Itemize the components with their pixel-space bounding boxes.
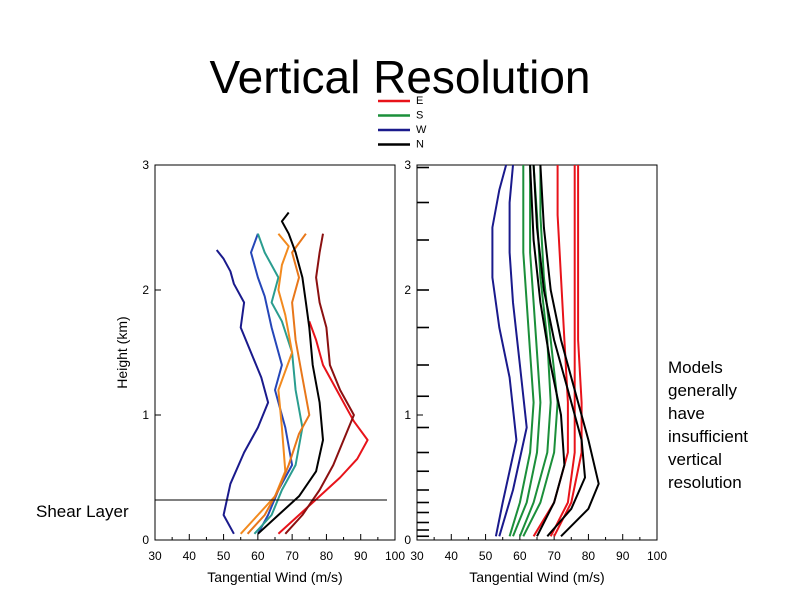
models-x-tick-label: 80	[582, 549, 596, 563]
models-note-line: have	[668, 404, 705, 423]
models-y-tick-label: 3	[404, 158, 411, 172]
models-note: Models generally have insufficient verti…	[668, 356, 748, 494]
observations-y-tick-label: 2	[142, 283, 149, 297]
models-y-tick-label: 1	[404, 408, 411, 422]
observations-x-tick-label: 80	[320, 549, 334, 563]
models-series-s-model-2	[512, 165, 542, 537]
observations-x-tick-label: 100	[385, 549, 405, 563]
legend-label-n: N	[416, 139, 424, 151]
observations-y-tick-label: 1	[142, 408, 149, 422]
models-series-n-model-1	[539, 164, 600, 538]
observations-x-tick-label: 30	[148, 549, 162, 563]
observations-series-orange-profile-2	[246, 233, 311, 535]
observations-y-axis-label: Height (km)	[114, 316, 130, 388]
observations-x-tick-label: 50	[217, 549, 231, 563]
observations-x-tick-label: 40	[183, 549, 197, 563]
observations-series-dark-red-profile	[284, 233, 355, 535]
legend-label-w: W	[416, 124, 427, 136]
models-series-n-model-2	[532, 164, 586, 537]
models-series-n-model-3	[529, 164, 566, 537]
observations-x-tick-label: 70	[285, 549, 299, 563]
models-series-w-model-1	[491, 164, 518, 537]
observations-y-tick-label: 0	[142, 533, 149, 547]
models-note-line: vertical	[668, 450, 722, 469]
models-note-line: insufficient	[668, 427, 749, 446]
models-note-line: generally	[668, 381, 737, 400]
observations-y-tick-label: 3	[142, 158, 149, 172]
observations-x-tick-label: 90	[354, 549, 368, 563]
shear-layer-label: Shear Layer	[36, 502, 129, 521]
models-series-e-model-1	[549, 165, 576, 537]
models-y-tick-label: 2	[404, 283, 411, 297]
models-note-line: Models	[668, 358, 723, 377]
models-note-line: resolution	[668, 473, 742, 492]
models-series-s-model-4	[522, 165, 559, 537]
observations-series-red-profile	[277, 320, 369, 535]
models-series-s-model-1	[508, 165, 535, 537]
observations-series-blue-profile	[250, 233, 294, 535]
observations-series-teal-profile	[253, 233, 304, 535]
slide-title: Vertical Resolution	[209, 51, 591, 103]
legend-label-s: S	[416, 110, 423, 122]
models-x-axis-label: Tangential Wind (m/s)	[469, 569, 604, 585]
observations-x-axis-label: Tangential Wind (m/s)	[207, 569, 342, 585]
models-series-w-model-2	[498, 164, 528, 537]
models-x-tick-label: 30	[410, 549, 424, 563]
observations-series-dark-blue-profile	[215, 249, 270, 535]
models-x-tick-label: 40	[445, 549, 459, 563]
legend-label-e: E	[416, 95, 423, 107]
models-series-e-model-2	[553, 165, 583, 537]
observations-series-orange-profile	[239, 233, 294, 535]
observations-x-tick-label: 60	[251, 549, 265, 563]
models-x-tick-label: 100	[647, 549, 667, 563]
models-y-tick-label: 0	[404, 533, 411, 547]
models-x-tick-label: 90	[616, 549, 630, 563]
observations-series-black-profile	[257, 211, 324, 535]
models-x-tick-label: 60	[513, 549, 527, 563]
observations-frame	[154, 164, 396, 541]
models-x-tick-label: 50	[479, 549, 493, 563]
models-x-tick-label: 70	[547, 549, 561, 563]
